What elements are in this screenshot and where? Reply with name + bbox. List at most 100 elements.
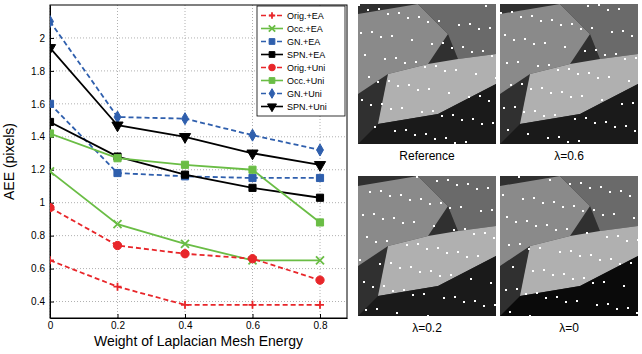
image-dot bbox=[424, 66, 426, 68]
image-dot bbox=[472, 118, 474, 120]
image-dot bbox=[432, 110, 434, 112]
marker bbox=[316, 174, 323, 181]
marker bbox=[316, 301, 324, 309]
image-dot bbox=[591, 27, 593, 29]
image-dot bbox=[555, 229, 557, 231]
data-point bbox=[50, 256, 54, 264]
tick-mark bbox=[50, 302, 54, 303]
image-dot bbox=[409, 199, 411, 201]
image-dot bbox=[605, 121, 607, 123]
y-tick: 2 bbox=[39, 33, 54, 44]
image-dot bbox=[417, 243, 419, 245]
image-dot bbox=[609, 191, 611, 193]
image-dot bbox=[626, 240, 628, 242]
marker bbox=[181, 171, 188, 178]
image-dot bbox=[393, 217, 395, 219]
image-dot bbox=[437, 247, 439, 249]
image bbox=[358, 4, 496, 144]
marker bbox=[249, 174, 256, 181]
image-dot bbox=[569, 183, 571, 185]
image-dot bbox=[476, 188, 478, 190]
data-point bbox=[249, 129, 256, 141]
image-dot bbox=[570, 96, 572, 98]
tick-label: 0.8 bbox=[314, 320, 328, 331]
image-dot bbox=[365, 309, 367, 311]
legend-item: GN.+Uni bbox=[261, 89, 322, 99]
y-tick: 1.6 bbox=[31, 99, 54, 110]
marker bbox=[50, 100, 54, 107]
image-dot bbox=[418, 16, 420, 18]
image-dot bbox=[381, 103, 383, 105]
data-point bbox=[316, 219, 323, 226]
image-dot bbox=[447, 179, 449, 181]
image-dot bbox=[556, 296, 558, 298]
image-dot bbox=[548, 64, 550, 66]
legend-marker-group bbox=[269, 64, 276, 71]
image-dot bbox=[534, 110, 536, 112]
image-dot bbox=[471, 51, 473, 53]
marker bbox=[112, 122, 123, 132]
image-dot bbox=[463, 301, 465, 303]
image-dot bbox=[419, 271, 421, 273]
legend-marker bbox=[269, 78, 275, 84]
image-dot bbox=[622, 30, 624, 32]
image-dot bbox=[400, 194, 402, 196]
tick-mark bbox=[185, 314, 186, 318]
data-point bbox=[114, 283, 122, 291]
data-point bbox=[249, 174, 256, 181]
image-dot bbox=[421, 111, 423, 113]
image-dot bbox=[517, 61, 519, 63]
image-dot bbox=[396, 312, 398, 314]
legend-item: Occ.+EA bbox=[261, 24, 323, 34]
marker bbox=[316, 256, 324, 264]
image-dot bbox=[376, 308, 378, 310]
marker bbox=[50, 15, 53, 27]
image-dot bbox=[518, 176, 520, 178]
image-dot bbox=[500, 12, 502, 14]
legend-label: SPN.+EA bbox=[287, 50, 325, 60]
image-dot bbox=[568, 68, 570, 70]
image-dot bbox=[458, 24, 460, 26]
legend-item: Occ.+Uni bbox=[261, 76, 324, 86]
image-dot bbox=[369, 191, 371, 193]
x-tick: 0.8 bbox=[314, 314, 328, 331]
tick-label: 0 bbox=[48, 320, 54, 331]
legend-marker-group bbox=[268, 104, 277, 112]
image-dot bbox=[454, 142, 456, 144]
image-dot bbox=[519, 243, 521, 245]
image-dot bbox=[410, 266, 412, 268]
plot-area bbox=[50, 5, 347, 318]
marker bbox=[249, 301, 257, 309]
image-dot bbox=[457, 251, 459, 253]
data-point bbox=[182, 113, 189, 125]
image-dot bbox=[411, 39, 413, 41]
tick-label: 0.6 bbox=[246, 320, 260, 331]
image-dot bbox=[582, 210, 584, 212]
legend-label: GN.+EA bbox=[287, 37, 320, 47]
image-dot bbox=[395, 57, 397, 59]
grid bbox=[50, 5, 347, 318]
image-dot bbox=[567, 141, 569, 143]
image-dot bbox=[363, 281, 365, 283]
legend-marker bbox=[268, 104, 277, 112]
image-dot bbox=[512, 266, 514, 268]
image-dot bbox=[587, 5, 589, 7]
image-dot bbox=[547, 137, 549, 139]
image-dot bbox=[489, 27, 491, 29]
image-dot bbox=[364, 54, 366, 56]
image-dot bbox=[613, 213, 615, 215]
data-point bbox=[316, 301, 324, 309]
image-caption: λ=0 bbox=[559, 321, 579, 335]
legend-marker-group bbox=[269, 39, 275, 45]
y-tick: 0.4 bbox=[31, 296, 54, 307]
tick-mark bbox=[253, 314, 254, 318]
image bbox=[358, 176, 496, 316]
legend-marker bbox=[269, 52, 275, 58]
image-dot bbox=[584, 50, 586, 52]
image-dot bbox=[380, 36, 382, 38]
series-line bbox=[50, 171, 320, 260]
image-caption: λ=0.6 bbox=[554, 149, 584, 163]
data-point bbox=[113, 241, 121, 249]
image-dot bbox=[533, 197, 535, 199]
grid-line bbox=[50, 202, 347, 203]
